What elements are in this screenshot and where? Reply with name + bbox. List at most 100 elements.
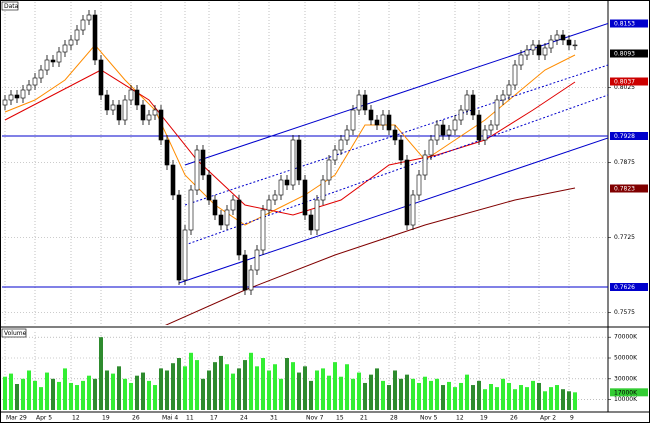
x-tick-label: Mar 29 [6, 415, 27, 422]
volume-bar [573, 392, 577, 410]
candle-body [416, 174, 422, 196]
x-tick-label: 15 [336, 415, 344, 422]
candle-body [476, 114, 482, 141]
price-marker-label: 0.7928 [614, 133, 635, 140]
overlay-line [184, 94, 608, 246]
volume-bar [489, 384, 493, 410]
x-tick-label: 28 [390, 415, 398, 422]
volume-bar [117, 366, 121, 410]
candle-body [2, 99, 8, 106]
candle-body [56, 51, 62, 63]
volume-bar [219, 355, 223, 410]
candle-body [482, 129, 488, 141]
volume-bar [411, 378, 415, 410]
price-marker-label: 0.8153 [614, 21, 635, 28]
volume-bar [207, 370, 211, 410]
candle-body [488, 124, 494, 131]
price-marker-box [610, 49, 648, 58]
candle-body [20, 89, 26, 99]
candle-body [458, 109, 464, 121]
candle-body [110, 104, 116, 111]
volume-bar [417, 382, 421, 410]
volume-bar [357, 372, 361, 410]
volume-bar [465, 374, 469, 410]
candle-body [512, 64, 518, 86]
volume-bar [519, 385, 523, 410]
volume-bar [507, 382, 511, 410]
x-tick-label: 19 [480, 415, 488, 422]
title-box [1, 328, 27, 338]
x-tick-label: 17 [210, 415, 218, 422]
candle-body [548, 39, 554, 49]
candle-body [452, 119, 458, 131]
candle-body [8, 94, 14, 101]
volume-bar [549, 387, 553, 410]
price-marker-box [610, 19, 648, 28]
volume-bar [333, 362, 337, 410]
candle-body [116, 104, 122, 121]
overlay-line [178, 137, 608, 284]
volume-bar [9, 373, 13, 410]
volume-marker-box [610, 388, 648, 397]
candle-body [524, 49, 530, 56]
volume-bar [273, 364, 277, 410]
volume-bar [69, 382, 73, 410]
price-marker-box [610, 283, 648, 291]
y-tick-label: 0.7575 [614, 309, 635, 316]
candle-body [68, 39, 74, 46]
candle-body [572, 44, 578, 47]
overlay-line [165, 187, 576, 325]
volume-bar [555, 385, 559, 410]
volume-bar [147, 380, 151, 410]
x-tick-label: 11 [186, 415, 194, 422]
price-panel [2, 10, 608, 325]
candle-body [44, 59, 50, 71]
candle-body [398, 139, 404, 161]
candle-body [404, 159, 410, 226]
candle-body [380, 114, 386, 126]
candle-body [290, 139, 296, 186]
volume-bar [543, 391, 547, 410]
candle-body [236, 199, 242, 256]
candle-body [464, 94, 470, 111]
volume-bar [183, 366, 187, 410]
volume-bar [87, 375, 91, 410]
volume-bar [123, 378, 127, 410]
candle-body [518, 54, 524, 66]
volume-bar [153, 385, 157, 410]
candle-body [200, 149, 206, 176]
volume-bar [285, 358, 289, 410]
candle-body [368, 109, 374, 121]
volume-bar [129, 382, 133, 410]
volume-bar [435, 378, 439, 410]
candle-body [152, 109, 158, 116]
price-marker-label: 0.8093 [614, 51, 635, 58]
volume-bar [459, 382, 463, 410]
x-tick-label: 26 [132, 415, 140, 422]
candle-body [80, 19, 86, 31]
candle-body [344, 129, 350, 141]
volume-bar [93, 378, 97, 410]
candle-body [14, 94, 20, 99]
candle-body [92, 14, 98, 61]
volume-bar [537, 382, 541, 410]
volume-bar [261, 358, 265, 410]
volume-bar [297, 372, 301, 410]
volume-bar [471, 385, 475, 410]
candle-body [218, 214, 224, 226]
axes: Mar 29 Apr 5 12 19 26 Mai 4 11 17 24 31 Nov 7 15 21 2… [6, 19, 648, 422]
candle-body [86, 14, 92, 21]
volume-bar [291, 362, 295, 410]
candle-body [338, 139, 344, 151]
volume-bar [423, 376, 427, 410]
volume-bar [105, 370, 109, 410]
candle-body [332, 149, 338, 161]
volume-bar [315, 370, 319, 410]
candle-body [254, 249, 260, 271]
candle-body [134, 89, 140, 106]
candle-body [62, 44, 68, 53]
volume-bar [339, 376, 343, 410]
price-marker-box [610, 132, 648, 140]
candle-body [266, 199, 272, 211]
volume-bar [345, 364, 349, 410]
